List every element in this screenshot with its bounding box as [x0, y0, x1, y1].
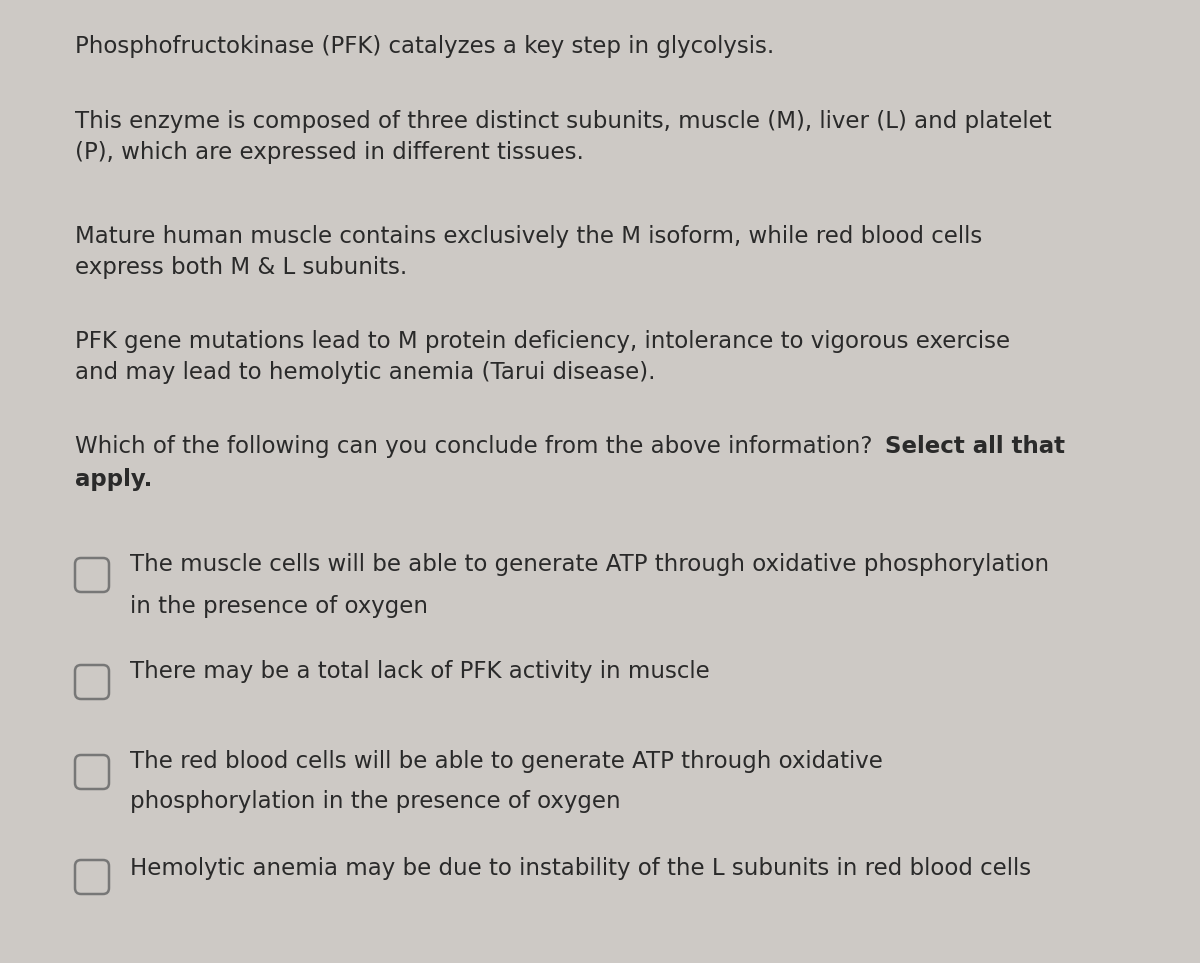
Text: PFK gene mutations lead to M protein deficiency, intolerance to vigorous exercis: PFK gene mutations lead to M protein def…	[74, 330, 1010, 384]
Text: apply.: apply.	[74, 468, 152, 491]
Text: Phosphofructokinase (PFK) catalyzes a key step in glycolysis.: Phosphofructokinase (PFK) catalyzes a ke…	[74, 35, 774, 58]
Text: There may be a total lack of PFK activity in muscle: There may be a total lack of PFK activit…	[130, 660, 709, 683]
Text: Select all that: Select all that	[886, 435, 1066, 458]
Text: Which of the following can you conclude from the above information?: Which of the following can you conclude …	[74, 435, 880, 458]
Text: Mature human muscle contains exclusively the M isoform, while red blood cells
ex: Mature human muscle contains exclusively…	[74, 225, 983, 279]
Text: This enzyme is composed of three distinct subunits, muscle (M), liver (L) and pl: This enzyme is composed of three distinc…	[74, 110, 1051, 164]
Text: The red blood cells will be able to generate ATP through oxidative: The red blood cells will be able to gene…	[130, 750, 883, 773]
Text: The muscle cells will be able to generate ATP through oxidative phosphorylation: The muscle cells will be able to generat…	[130, 553, 1049, 576]
Text: in the presence of oxygen: in the presence of oxygen	[130, 595, 428, 618]
Text: Hemolytic anemia may be due to instability of the L subunits in red blood cells: Hemolytic anemia may be due to instabili…	[130, 857, 1031, 880]
Text: phosphorylation in the presence of oxygen: phosphorylation in the presence of oxyge…	[130, 790, 620, 813]
